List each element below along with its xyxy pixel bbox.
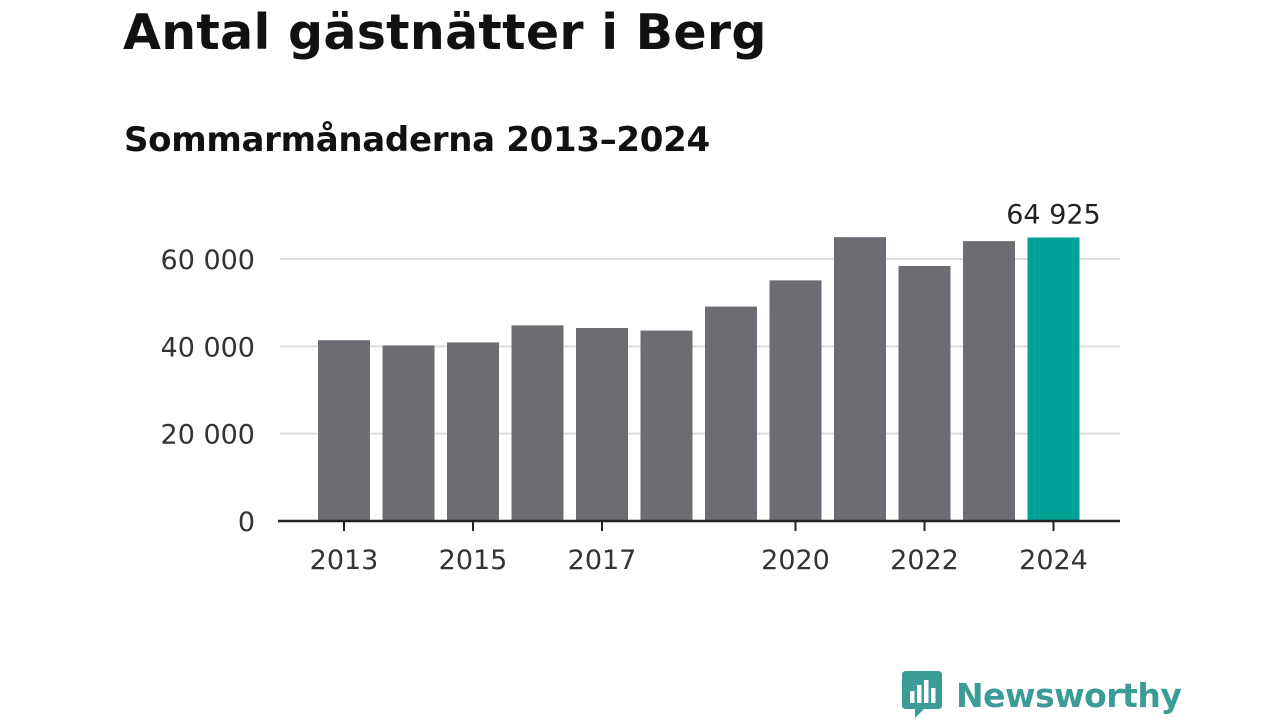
x-tick-label: 2017 (568, 545, 637, 576)
chart-subtitle: Sommarmånaderna 2013–2024 (124, 120, 710, 160)
x-tick-label: 2015 (439, 545, 508, 576)
y-tick-label: 20 000 (161, 420, 255, 451)
bars (318, 237, 1080, 521)
bar-2015 (447, 342, 499, 521)
x-tick-label: 2022 (890, 545, 959, 576)
chart-title: Antal gästnätter i Berg (123, 4, 767, 61)
x-tick-label: 2020 (761, 545, 830, 576)
bar-2017 (576, 327, 628, 521)
y-tick-label: 40 000 (161, 332, 255, 363)
y-tick-label: 60 000 (161, 245, 255, 276)
bar-2013 (318, 340, 370, 521)
bar-2019 (705, 306, 757, 521)
bar-2020 (769, 280, 822, 521)
axes (278, 519, 1120, 531)
bar-2021 (834, 237, 886, 521)
bar-2022 (898, 265, 951, 521)
labels: 0 20 000 40 000 60 000 2013 2015 2017 2020 2022 2… (161, 199, 1101, 576)
newsworthy-logo-text: Newsworthy (956, 675, 1182, 715)
newsworthy-logo-icon (902, 671, 942, 718)
data-label: 64 925 (1006, 199, 1100, 230)
bar-2023 (963, 241, 1015, 521)
bar-2024 (1027, 237, 1080, 521)
y-tick-label: 0 (238, 507, 255, 538)
bar-2014 (382, 345, 435, 521)
x-tick-label: 2024 (1019, 545, 1088, 576)
newsworthy-logo: Newsworthy (902, 671, 1182, 719)
x-tick-label: 2013 (310, 545, 379, 576)
bar-2018 (640, 330, 693, 521)
bar-2016 (511, 325, 564, 521)
